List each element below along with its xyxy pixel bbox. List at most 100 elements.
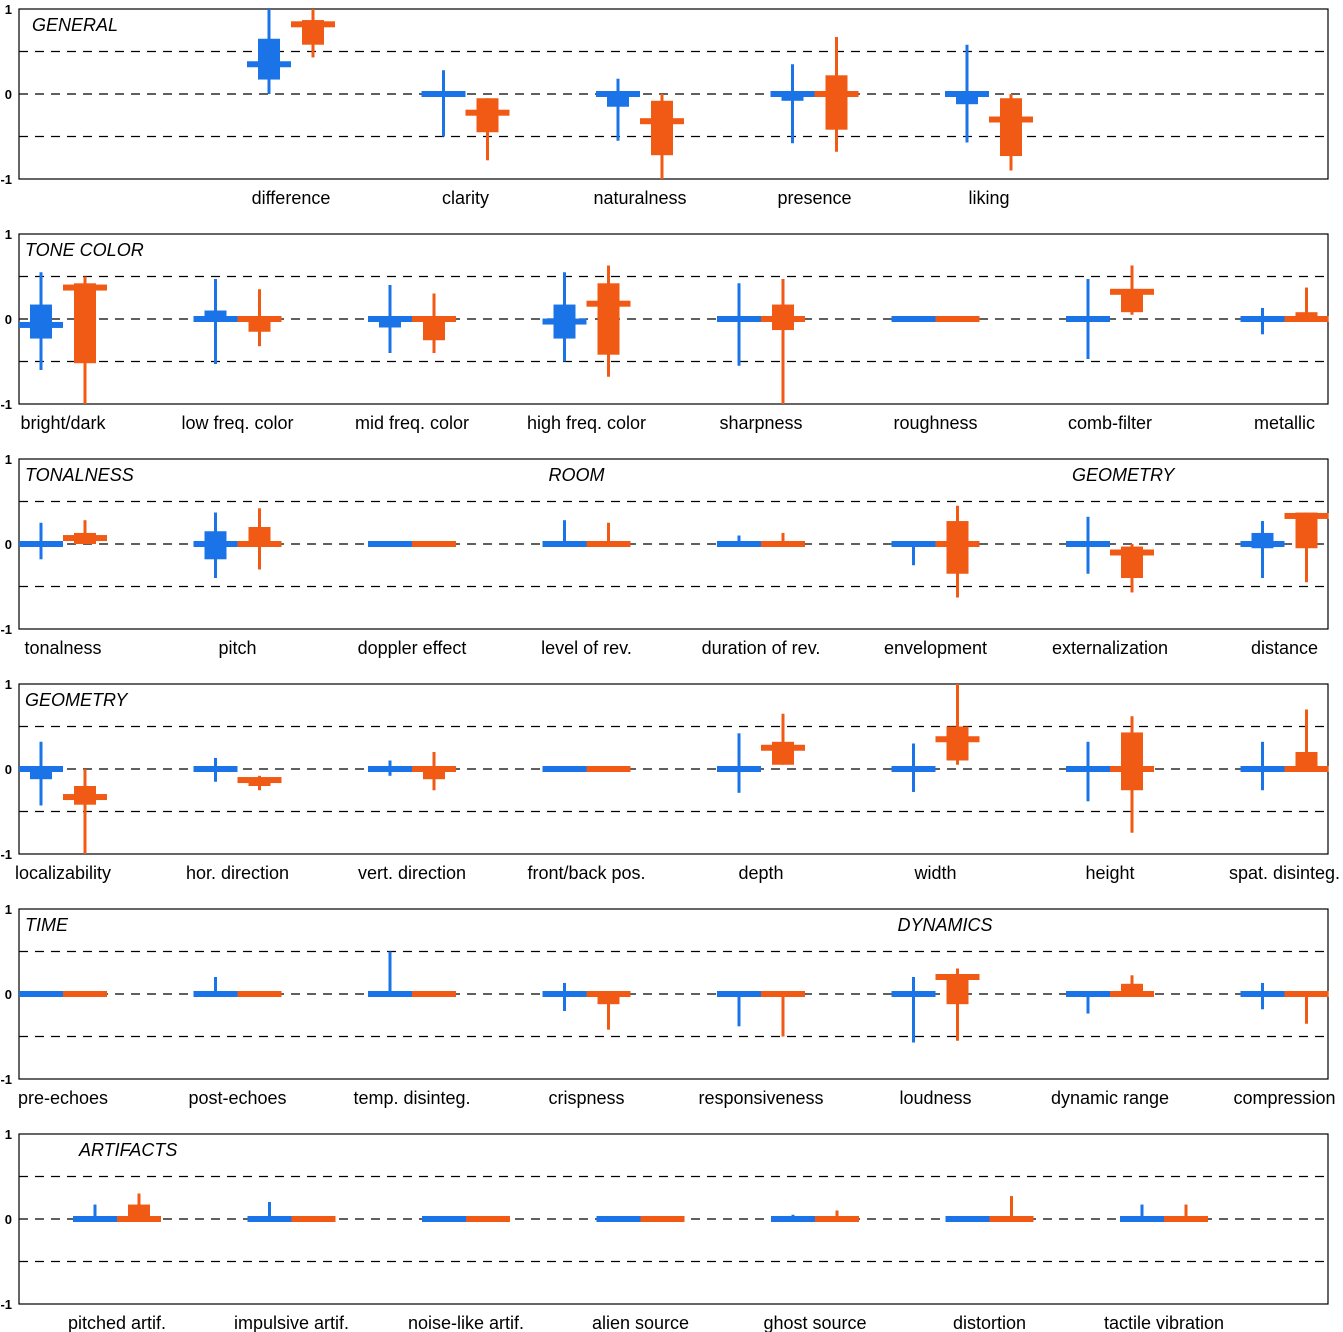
median-a xyxy=(193,316,238,322)
x-tick-label: presence xyxy=(777,188,851,208)
x-tick-label: comb-filter xyxy=(1068,413,1152,433)
median-b xyxy=(1284,766,1329,772)
category-mid freq. color: mid freq. color xyxy=(355,285,469,433)
x-tick-label: high freq. color xyxy=(527,413,646,433)
median-b xyxy=(761,991,805,997)
x-tick-label: naturalness xyxy=(593,188,686,208)
median-a xyxy=(1240,541,1285,547)
category-pitched artif.: pitched artif. xyxy=(68,1193,166,1332)
group-title: GENERAL xyxy=(32,15,118,35)
category-crispness: crispness xyxy=(542,982,631,1108)
median-b xyxy=(117,1216,161,1222)
category-temp. disinteg.: temp. disinteg. xyxy=(353,951,471,1108)
group-title: DYNAMICS xyxy=(898,915,993,935)
x-tick-label: ghost source xyxy=(763,1313,866,1332)
median-b xyxy=(1110,288,1154,295)
median-a xyxy=(368,991,412,997)
x-tick-label: noise-like artif. xyxy=(408,1313,524,1332)
category-externalization: externalization xyxy=(1052,516,1168,658)
box-a xyxy=(258,38,280,80)
x-tick-label: difference xyxy=(252,188,331,208)
median-a xyxy=(368,316,412,322)
x-tick-label: mid freq. color xyxy=(355,413,469,433)
category-liking: liking xyxy=(945,44,1033,208)
panel-6: -1 0 1 ARTIFACTS pitched artif. impulsive art… xyxy=(0,1127,1329,1332)
box-a xyxy=(956,94,978,105)
x-tick-label: loudness xyxy=(899,1088,971,1108)
box-b xyxy=(1295,512,1318,549)
category-pitch: pitch xyxy=(193,508,282,658)
median-a xyxy=(542,318,587,325)
x-tick-label: post-echoes xyxy=(188,1088,286,1108)
median-b xyxy=(412,316,456,322)
x-tick-label: crispness xyxy=(548,1088,624,1108)
category-dynamic range: dynamic range xyxy=(1051,975,1169,1108)
median-a xyxy=(19,766,63,772)
median-b xyxy=(237,316,282,322)
category-envelopment: envelopment xyxy=(884,505,987,658)
x-tick-label: low freq. color xyxy=(181,413,293,433)
median-a xyxy=(193,541,238,547)
x-tick-label: height xyxy=(1085,863,1134,883)
median-b xyxy=(63,284,107,291)
category-vert. direction: vert. direction xyxy=(358,752,466,883)
median-b xyxy=(291,1216,336,1222)
median-a xyxy=(770,91,815,97)
median-a xyxy=(945,91,989,97)
category-tonalness: tonalness xyxy=(19,520,107,658)
category-depth: depth xyxy=(717,713,805,883)
median-a xyxy=(368,766,412,772)
median-b xyxy=(586,991,631,997)
box-b xyxy=(1121,732,1143,791)
median-b xyxy=(63,991,107,997)
median-a xyxy=(945,1216,990,1222)
x-tick-label: compression xyxy=(1233,1088,1335,1108)
box-b xyxy=(1121,289,1143,313)
x-tick-label: clarity xyxy=(442,188,489,208)
category-clarity: clarity xyxy=(421,70,510,208)
category-post-echoes: post-echoes xyxy=(188,977,287,1108)
category-sharpness: sharpness xyxy=(717,279,805,433)
median-b xyxy=(761,541,805,547)
median-b xyxy=(814,91,859,97)
median-a xyxy=(1066,991,1110,997)
group-title: TONE COLOR xyxy=(25,240,144,260)
category-spat. disinteg.: spat. disinteg. xyxy=(1229,709,1340,883)
median-b xyxy=(1284,512,1329,519)
median-a xyxy=(542,766,587,772)
box-b xyxy=(1000,98,1022,157)
x-tick-label: duration of rev. xyxy=(702,638,821,658)
median-b xyxy=(989,1216,1034,1222)
category-distance: distance xyxy=(1240,512,1329,658)
panel-3: -1 0 1 TONALNESS ROOM GEOMETRY tonalness pitch d… xyxy=(0,452,1329,658)
median-a xyxy=(1066,541,1110,547)
category-comb-filter: comb-filter xyxy=(1066,265,1154,433)
box-a xyxy=(607,94,629,107)
x-tick-label: hor. direction xyxy=(186,863,289,883)
category-doppler effect: doppler effect xyxy=(358,541,467,658)
median-a xyxy=(596,1216,641,1222)
panel-5: -1 0 1 TIME DYNAMICS pre-echoes post-echoes tem… xyxy=(0,902,1335,1108)
box-b xyxy=(946,521,969,574)
y-tick-label: -1 xyxy=(0,622,12,637)
panel-1: -1 0 1 GENERAL difference clarity naturalness p… xyxy=(0,2,1329,208)
category-width: width xyxy=(891,684,980,883)
box-b xyxy=(74,283,96,364)
median-b xyxy=(1110,766,1154,772)
median-a xyxy=(247,1216,292,1222)
category-noise-like artif.: noise-like artif. xyxy=(408,1216,524,1332)
median-a xyxy=(771,1216,815,1222)
median-b xyxy=(465,109,510,116)
y-tick-label: 0 xyxy=(5,987,12,1002)
plot-frame xyxy=(18,1133,1329,1305)
x-tick-label: bright/dark xyxy=(20,413,106,433)
group-title: GEOMETRY xyxy=(25,690,129,710)
category-difference: difference xyxy=(247,9,335,208)
group-title: ARTIFACTS xyxy=(78,1140,177,1160)
x-tick-label: doppler effect xyxy=(358,638,467,658)
x-tick-label: impulsive artif. xyxy=(234,1313,349,1332)
median-b xyxy=(640,118,684,125)
box-b xyxy=(1295,312,1318,319)
median-a xyxy=(1066,316,1110,322)
median-a xyxy=(422,1216,466,1222)
